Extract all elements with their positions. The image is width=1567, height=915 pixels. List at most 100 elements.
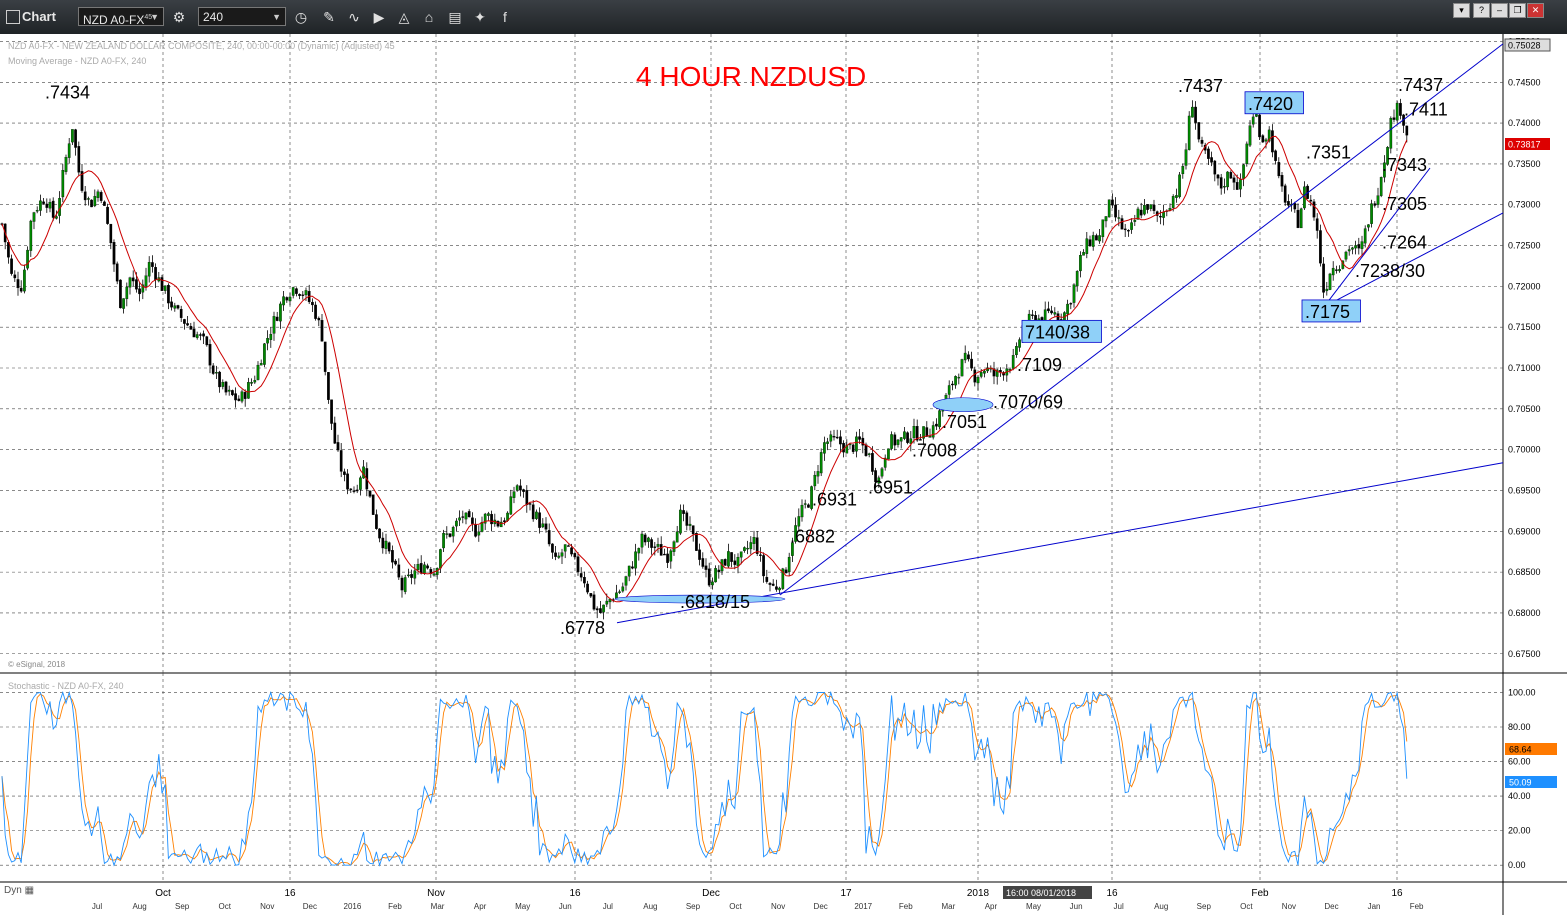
candle-body xyxy=(1133,220,1137,222)
candle-body xyxy=(1178,174,1181,198)
candle-body xyxy=(656,544,660,547)
x-tick-label-lower: Jul xyxy=(1114,902,1124,911)
candle-body xyxy=(877,477,881,484)
candle-body xyxy=(471,517,474,524)
candle-body xyxy=(567,545,570,547)
candle-body xyxy=(1229,171,1233,179)
alert-icon[interactable]: ◬ xyxy=(398,9,410,25)
candle-body xyxy=(1354,245,1357,249)
candle-body xyxy=(1008,369,1012,371)
candle-body xyxy=(67,143,71,158)
candle-body xyxy=(253,380,257,383)
candle-body xyxy=(125,286,129,300)
candle-body xyxy=(1232,177,1236,183)
candle-body xyxy=(595,608,599,611)
candle-body xyxy=(1245,143,1249,165)
candle-body xyxy=(1111,199,1114,206)
stoch-tick-label: 40.00 xyxy=(1508,791,1531,801)
annotation-label: .7437 xyxy=(1398,75,1443,95)
y-tick-label: 0.72500 xyxy=(1508,241,1541,251)
candle-body xyxy=(509,496,513,515)
candle-body xyxy=(1130,222,1133,230)
candle-body xyxy=(1149,204,1153,209)
candle-body xyxy=(893,434,897,446)
dyn-control[interactable]: Dyn ▦ xyxy=(4,885,34,896)
candle-body xyxy=(1319,230,1322,264)
candle-body xyxy=(77,146,81,173)
candle-body xyxy=(954,376,957,386)
gear-icon[interactable]: ⚙ xyxy=(172,9,186,25)
grid-toggle-icon[interactable]: ▦ xyxy=(24,885,35,896)
minimize-button[interactable]: – xyxy=(1491,3,1508,18)
wave-icon[interactable]: ∿ xyxy=(348,9,360,25)
candle-body xyxy=(512,491,516,498)
candle-body xyxy=(183,319,186,324)
candle-body xyxy=(973,369,977,383)
candle-body xyxy=(269,334,273,340)
candle-body xyxy=(1191,106,1194,118)
candle-body xyxy=(823,442,826,454)
candle-body xyxy=(739,551,743,558)
candle-body xyxy=(311,301,314,306)
y-tick-label: 0.67500 xyxy=(1508,649,1541,659)
candle-body xyxy=(797,516,801,527)
x-tick-label-lower: Sep xyxy=(1197,902,1212,911)
candle-body xyxy=(675,531,679,543)
candle-body xyxy=(112,242,116,265)
twitter-icon[interactable]: ✦ xyxy=(474,9,486,25)
x-tick-label-lower: Dec xyxy=(1324,902,1338,911)
candle-body xyxy=(256,364,260,380)
pencil-icon[interactable]: ✎ xyxy=(323,9,335,25)
candle-body xyxy=(864,444,868,456)
candle-body xyxy=(451,527,455,537)
close-button[interactable]: ✕ xyxy=(1527,3,1544,18)
candle-body xyxy=(730,552,733,562)
annotation-label: .7264 xyxy=(1382,233,1427,253)
candle-body xyxy=(1258,114,1261,138)
restore-button[interactable]: ❐ xyxy=(1509,3,1526,18)
candle-body xyxy=(1363,228,1367,244)
comment-icon[interactable]: ▤ xyxy=(448,9,462,25)
candle-body xyxy=(1210,157,1213,163)
chevron-down-icon[interactable]: ▼ xyxy=(272,12,281,22)
candle-body xyxy=(695,533,698,551)
clock-icon[interactable]: ◷ xyxy=(294,9,308,25)
annotation-label: .7070/69 xyxy=(993,392,1063,412)
play-icon[interactable]: ▶ xyxy=(373,9,385,25)
interval-input[interactable]: 240 ▼ xyxy=(198,7,286,26)
candle-body xyxy=(416,564,420,570)
candle-body xyxy=(1351,247,1354,250)
chevron-down-icon[interactable]: ▼ xyxy=(150,12,159,22)
candle-body xyxy=(71,129,74,143)
stoch-tick-label: 0.00 xyxy=(1508,860,1526,870)
symbol-input[interactable]: NZD A0-FX45 ▼ xyxy=(78,7,164,27)
candle-body xyxy=(477,531,481,536)
candle-body xyxy=(83,191,87,201)
candle-body xyxy=(1082,252,1085,256)
candle-body xyxy=(202,333,205,337)
candle-body xyxy=(592,594,596,610)
x-tick-label-lower: Mar xyxy=(431,902,445,911)
candle-body xyxy=(419,563,423,574)
y-tick-label: 0.69500 xyxy=(1508,485,1541,495)
candle-body xyxy=(1117,217,1121,219)
candle-body xyxy=(749,542,753,550)
annotation-highlight xyxy=(1244,91,1304,115)
stoch-d-badge: 68.64 xyxy=(1509,745,1532,755)
candle-body xyxy=(557,555,561,558)
candle-body xyxy=(525,490,529,506)
tag-icon[interactable]: ⌂ xyxy=(424,9,434,25)
help-button[interactable]: ? xyxy=(1473,3,1490,18)
candle-body xyxy=(829,434,833,442)
candle-body xyxy=(327,372,330,400)
candle-body xyxy=(899,437,903,442)
candle-body xyxy=(272,316,276,334)
candle-body xyxy=(234,393,237,401)
background xyxy=(0,34,1567,915)
candle-body xyxy=(672,541,676,552)
candle-body xyxy=(231,390,234,396)
candle-body xyxy=(90,199,93,208)
menu-button[interactable]: ▾ xyxy=(1453,3,1470,18)
facebook-icon[interactable]: f xyxy=(503,9,507,25)
